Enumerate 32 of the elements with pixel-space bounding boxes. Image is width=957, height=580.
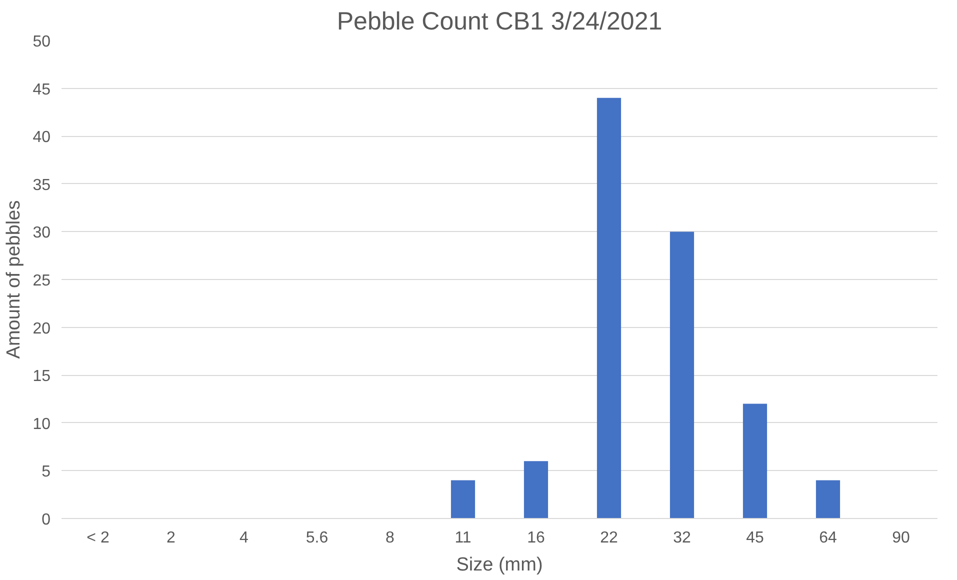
bar <box>670 232 694 518</box>
bar <box>596 98 622 518</box>
y-tick-label: 40 <box>32 129 51 146</box>
y-axis-title: Amount of pebbles <box>4 200 25 359</box>
y-tick-label: 0 <box>42 512 51 528</box>
x-tick-label: 5.6 <box>306 530 328 546</box>
bar <box>742 404 768 518</box>
y-tick-label: 20 <box>32 320 51 338</box>
y-tick-label: 25 <box>32 272 51 290</box>
x-tick-label: 32 <box>673 530 691 546</box>
x-tick-label: 4 <box>240 530 249 546</box>
y-tick-label: 30 <box>32 224 51 242</box>
y-tick-label: 10 <box>32 416 51 433</box>
x-tick-label: 11 <box>454 530 472 546</box>
x-tick-label: 64 <box>819 530 837 546</box>
bar <box>524 461 548 518</box>
y-tick-label: 5 <box>42 464 51 481</box>
x-tick-label: < 2 <box>86 530 110 546</box>
x-tick-label: 45 <box>746 530 764 546</box>
y-tick-label: 15 <box>32 368 51 386</box>
x-tick-label: 22 <box>600 530 618 546</box>
x-tick-label: 8 <box>386 530 395 546</box>
x-tick-label: 16 <box>527 530 545 546</box>
y-tick-label: 45 <box>32 81 51 98</box>
x-tick-label: 2 <box>166 530 176 546</box>
y-tick-label: 50 <box>32 34 51 50</box>
bar <box>816 480 840 518</box>
x-axis-title: Size (mm) <box>456 554 543 576</box>
bar <box>450 480 476 518</box>
y-tick-label: 35 <box>32 176 51 194</box>
chart-title: Pebble Count CB1 3/24/2021 <box>336 8 662 36</box>
x-tick-label: 90 <box>892 530 910 546</box>
